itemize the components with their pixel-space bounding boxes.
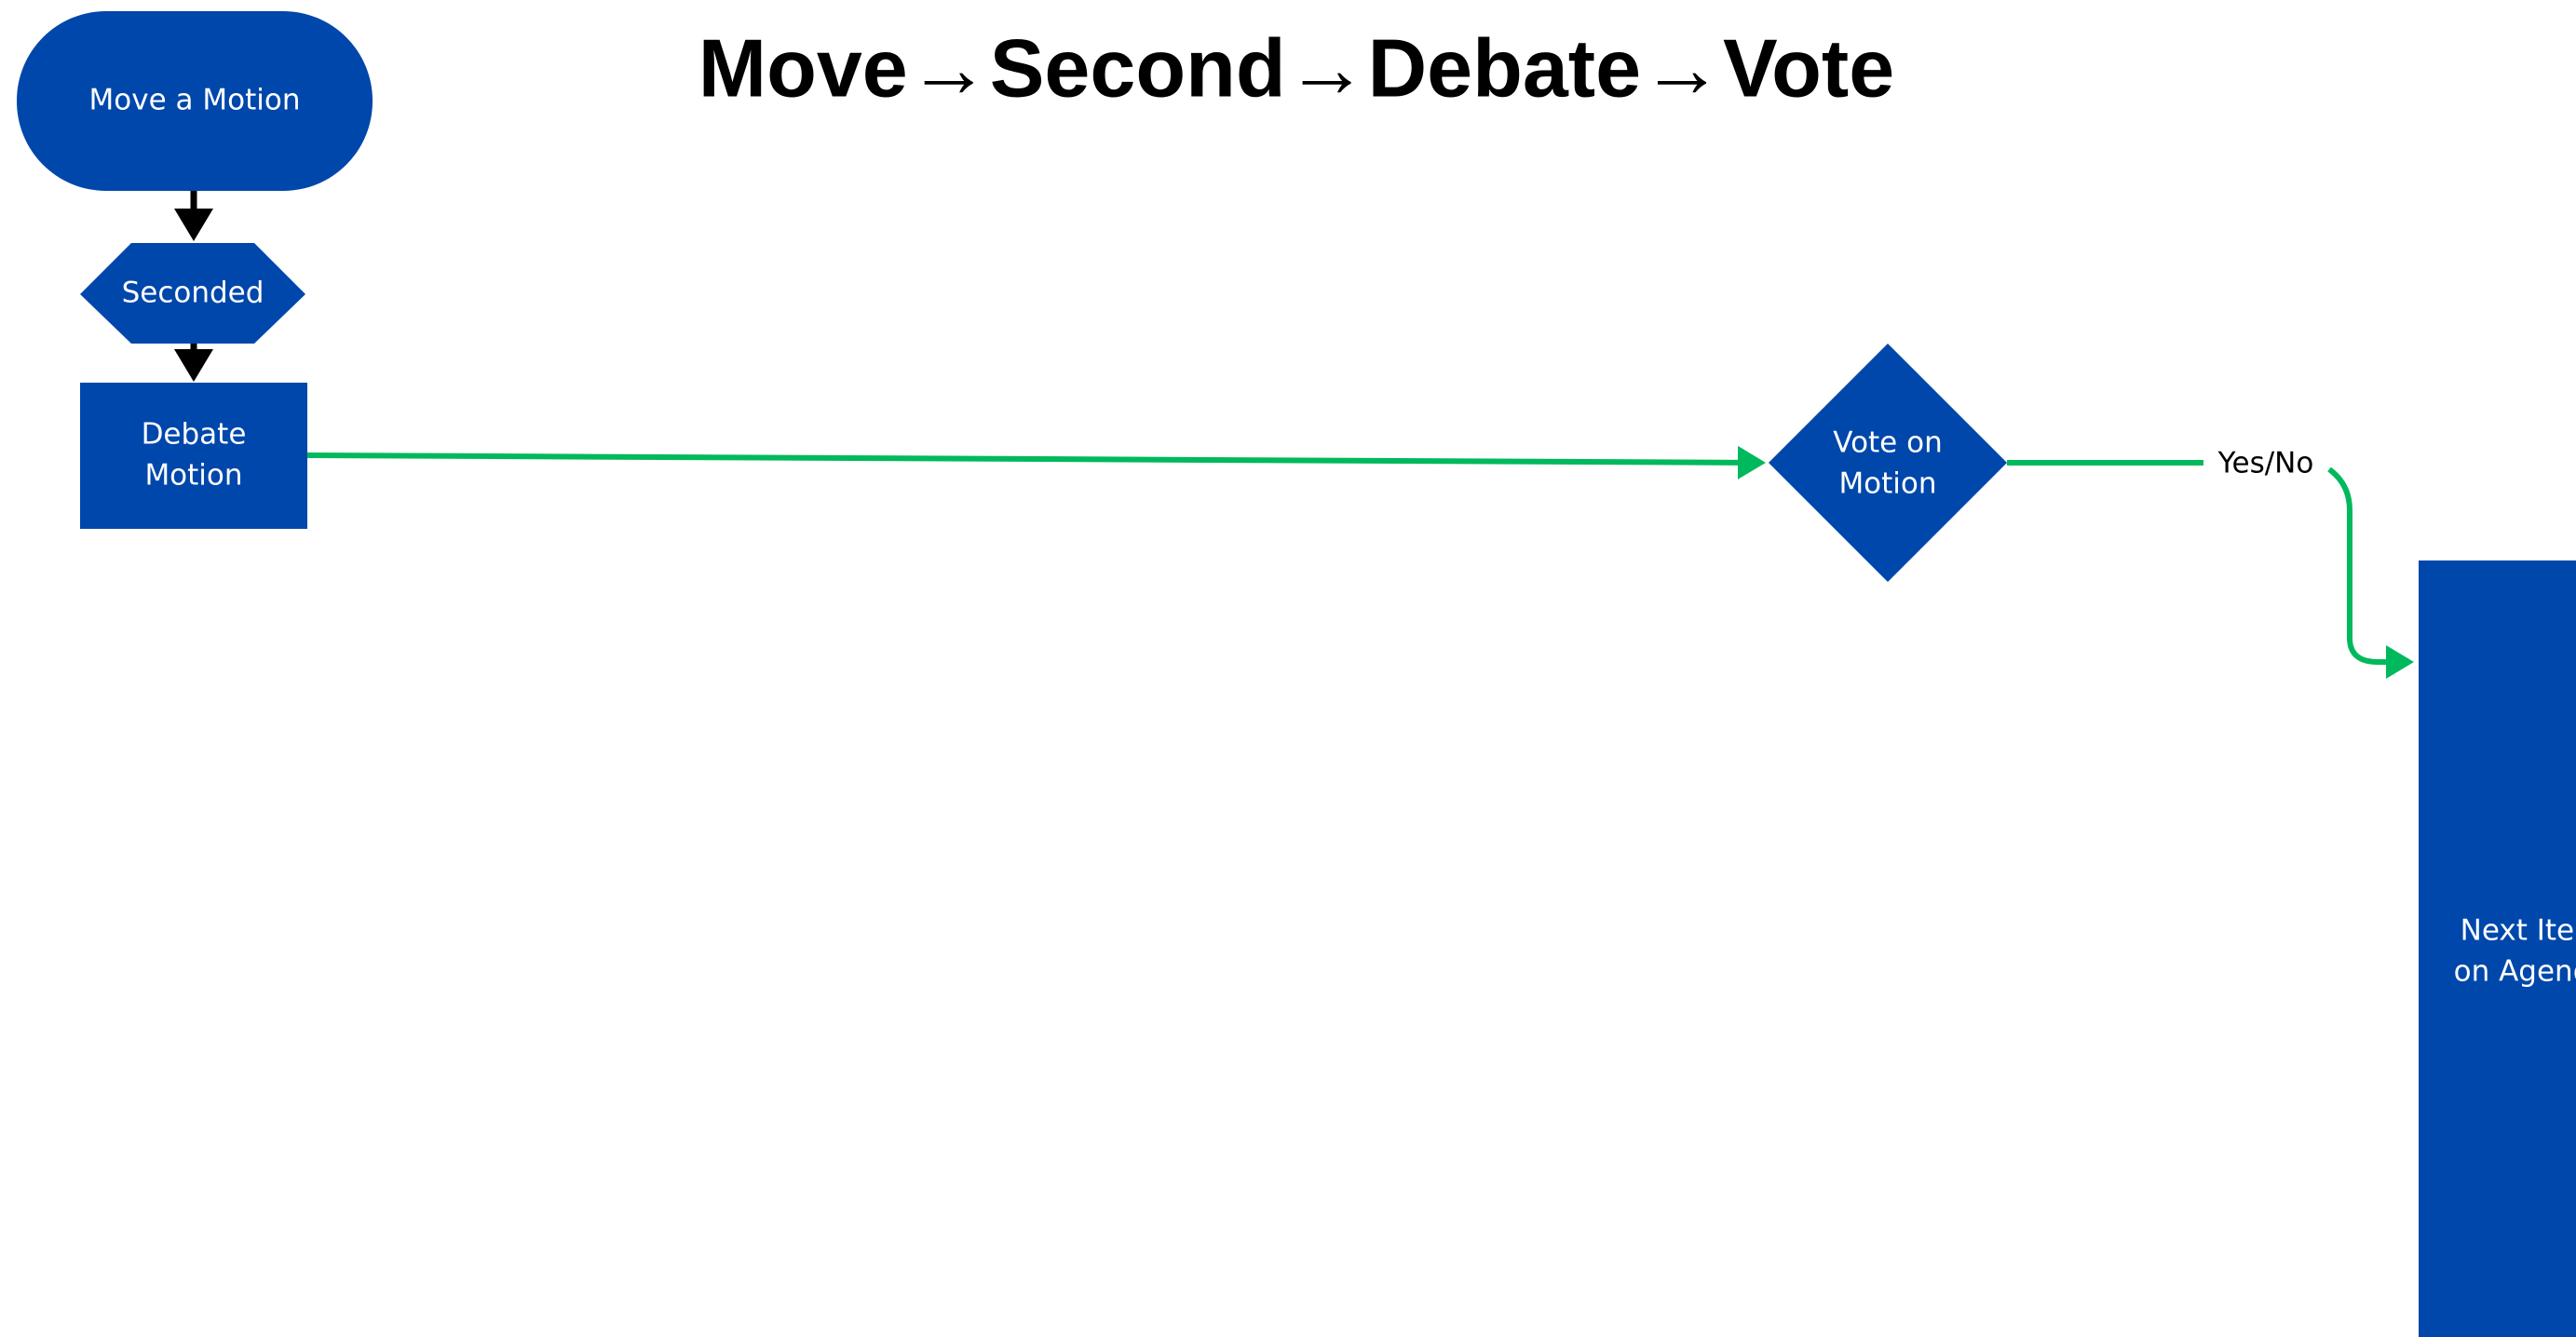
hexagon-node bbox=[80, 243, 305, 344]
node-label: Motion bbox=[144, 459, 242, 493]
node-label: Seconded bbox=[122, 277, 264, 310]
process-node bbox=[2419, 560, 2576, 1337]
process-node bbox=[80, 383, 307, 529]
terminal-node bbox=[17, 11, 373, 191]
node-label: Debate bbox=[142, 418, 247, 452]
arrow bbox=[306, 445, 1766, 479]
node-label: Motion bbox=[1838, 467, 1936, 501]
node-label: Next Item bbox=[2461, 914, 2576, 948]
node-label: Move a Motion bbox=[89, 84, 301, 117]
arrow bbox=[2327, 466, 2414, 679]
decision-node bbox=[1769, 344, 2007, 582]
node-label: on Agenda bbox=[2454, 955, 2576, 989]
title: Move→Second→Debate→Vote bbox=[698, 21, 1894, 114]
edge-label: Yes/No bbox=[2217, 447, 2314, 480]
node-label: Vote on bbox=[1833, 426, 1942, 460]
